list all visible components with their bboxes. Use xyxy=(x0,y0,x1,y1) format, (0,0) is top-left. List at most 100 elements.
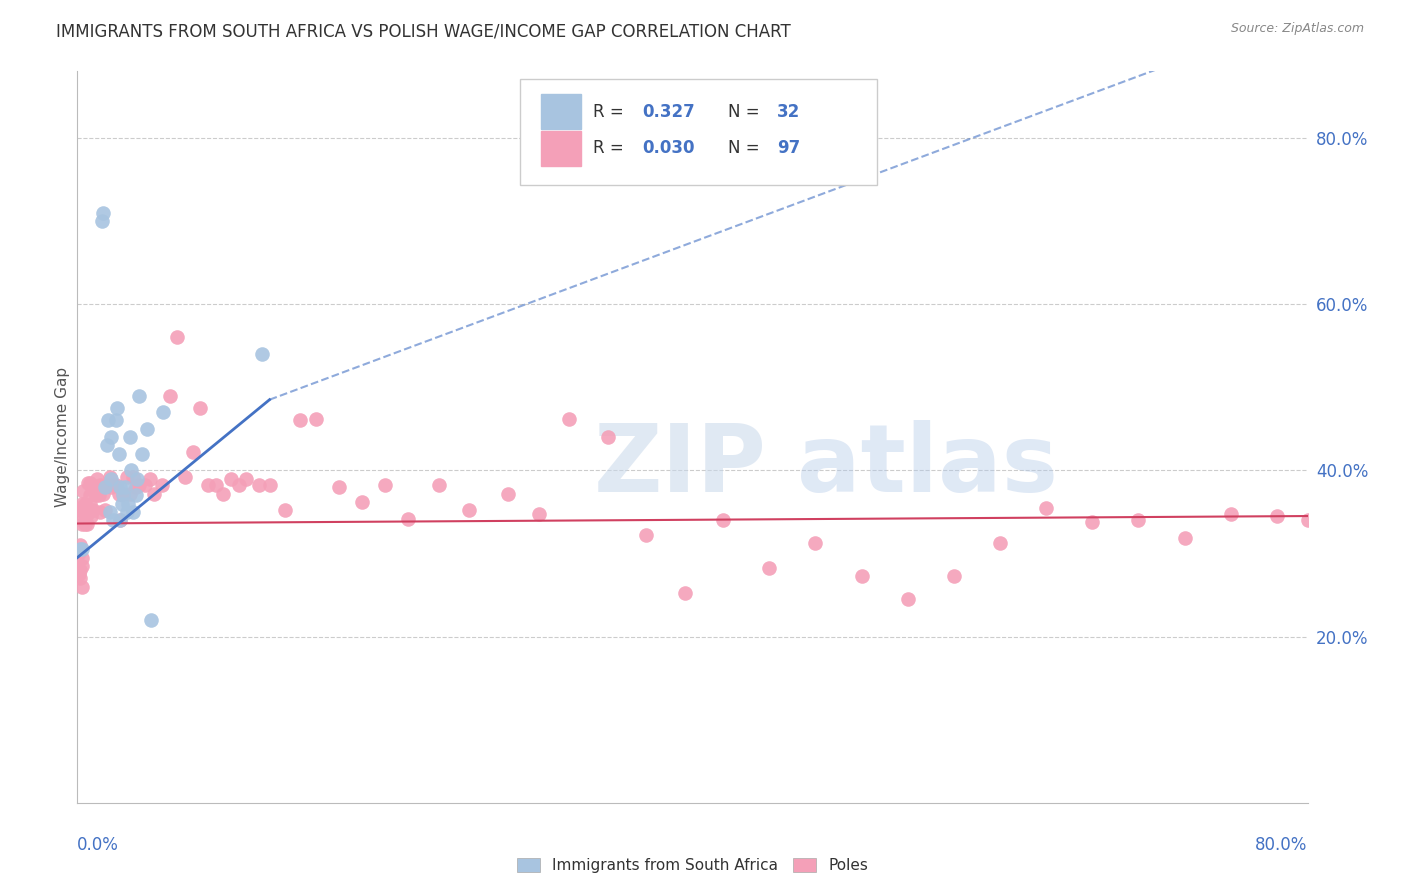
Point xyxy=(108,447,131,461)
Point xyxy=(93,486,115,500)
Point xyxy=(250,347,273,361)
Point xyxy=(135,422,157,436)
Point xyxy=(128,388,150,402)
Point xyxy=(110,480,132,494)
Point xyxy=(120,463,142,477)
Point xyxy=(127,472,149,486)
Point xyxy=(143,486,166,500)
Point xyxy=(86,472,108,486)
Point xyxy=(79,497,101,511)
Point xyxy=(150,478,173,492)
Point xyxy=(1219,507,1241,521)
Point xyxy=(110,513,132,527)
Point xyxy=(1296,513,1319,527)
Point xyxy=(69,538,91,552)
Point xyxy=(90,480,114,494)
Text: 0.327: 0.327 xyxy=(643,103,695,120)
Point xyxy=(558,412,581,426)
Point xyxy=(76,507,98,521)
Text: 0.0%: 0.0% xyxy=(77,836,120,854)
Point xyxy=(290,413,312,427)
Point xyxy=(100,480,122,494)
Point xyxy=(1035,500,1057,515)
Point xyxy=(673,586,696,600)
Point xyxy=(111,497,134,511)
Point xyxy=(90,214,114,228)
Point xyxy=(1174,532,1197,546)
Point xyxy=(396,511,419,525)
Point xyxy=(125,488,148,502)
Point xyxy=(1265,509,1288,524)
Point xyxy=(1128,513,1150,527)
Point xyxy=(84,488,107,502)
Text: 32: 32 xyxy=(778,103,800,120)
Point xyxy=(98,505,121,519)
Point xyxy=(128,478,150,492)
Point xyxy=(97,413,120,427)
Text: N =: N = xyxy=(728,139,765,157)
Point xyxy=(166,330,188,344)
Point xyxy=(1081,515,1104,529)
Point xyxy=(69,563,91,577)
Point xyxy=(69,500,91,515)
Point xyxy=(197,478,219,492)
Point xyxy=(69,542,91,557)
Point xyxy=(427,478,450,492)
Point xyxy=(247,478,270,492)
Point xyxy=(101,513,124,527)
Point xyxy=(527,507,550,521)
Point xyxy=(83,484,105,499)
Point xyxy=(76,517,98,532)
Text: 80.0%: 80.0% xyxy=(1256,836,1308,854)
Point xyxy=(82,480,104,494)
Point xyxy=(636,528,658,542)
Point xyxy=(942,569,965,583)
Point xyxy=(141,613,163,627)
Text: IMMIGRANTS FROM SOUTH AFRICA VS POLISH WAGE/INCOME GAP CORRELATION CHART: IMMIGRANTS FROM SOUTH AFRICA VS POLISH W… xyxy=(56,22,792,40)
Text: atlas: atlas xyxy=(797,420,1059,512)
Text: N =: N = xyxy=(728,103,765,120)
Point xyxy=(84,480,107,494)
Point xyxy=(93,205,115,219)
Point xyxy=(98,470,121,484)
Point xyxy=(118,486,141,500)
Point xyxy=(73,517,96,532)
Point xyxy=(134,478,156,492)
Point xyxy=(174,470,197,484)
Point xyxy=(259,478,281,492)
Point xyxy=(110,513,132,527)
Point xyxy=(104,413,127,427)
Point xyxy=(72,505,94,519)
Bar xyxy=(541,94,581,129)
Point xyxy=(125,480,148,494)
Point xyxy=(118,430,141,444)
Point xyxy=(70,580,93,594)
Point xyxy=(121,505,143,519)
Point xyxy=(70,517,93,532)
Point xyxy=(70,550,93,565)
Legend: Immigrants from South Africa, Poles: Immigrants from South Africa, Poles xyxy=(510,852,875,880)
Point xyxy=(496,486,519,500)
Point xyxy=(87,488,110,502)
Point xyxy=(94,503,117,517)
Point xyxy=(67,567,90,582)
Y-axis label: Wage/Income Gap: Wage/Income Gap xyxy=(55,367,70,508)
Point xyxy=(79,475,101,490)
Point xyxy=(305,412,328,426)
Point xyxy=(711,513,734,527)
Point xyxy=(70,558,93,573)
Text: Source: ZipAtlas.com: Source: ZipAtlas.com xyxy=(1230,22,1364,36)
Point xyxy=(112,488,135,502)
Point xyxy=(274,503,297,517)
Point xyxy=(112,486,135,500)
Point xyxy=(188,401,212,415)
Text: R =: R = xyxy=(593,103,628,120)
Point xyxy=(69,571,91,585)
Point xyxy=(70,542,93,557)
Point xyxy=(105,401,128,415)
Point xyxy=(212,486,235,500)
Point xyxy=(328,480,350,494)
Text: ZIP: ZIP xyxy=(595,420,766,512)
Point xyxy=(89,478,111,492)
Point xyxy=(96,478,118,492)
